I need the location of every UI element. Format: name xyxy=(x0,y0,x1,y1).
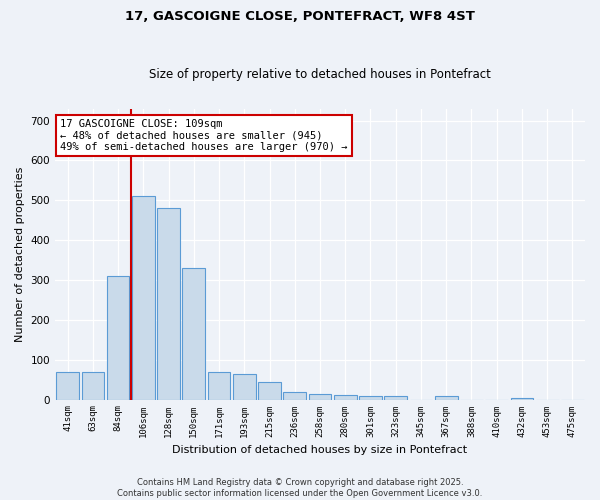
Bar xyxy=(82,372,104,400)
Bar xyxy=(182,268,205,400)
Y-axis label: Number of detached properties: Number of detached properties xyxy=(15,166,25,342)
Bar xyxy=(56,372,79,400)
Bar xyxy=(283,392,306,400)
Bar xyxy=(334,395,356,400)
Bar xyxy=(107,276,130,400)
Text: Contains HM Land Registry data © Crown copyright and database right 2025.
Contai: Contains HM Land Registry data © Crown c… xyxy=(118,478,482,498)
Bar xyxy=(435,396,458,400)
Bar xyxy=(157,208,180,400)
Text: 17, GASCOIGNE CLOSE, PONTEFRACT, WF8 4ST: 17, GASCOIGNE CLOSE, PONTEFRACT, WF8 4ST xyxy=(125,10,475,23)
Title: Size of property relative to detached houses in Pontefract: Size of property relative to detached ho… xyxy=(149,68,491,81)
Bar xyxy=(511,398,533,400)
Bar xyxy=(308,394,331,400)
Text: 17 GASCOIGNE CLOSE: 109sqm
← 48% of detached houses are smaller (945)
49% of sem: 17 GASCOIGNE CLOSE: 109sqm ← 48% of deta… xyxy=(61,118,348,152)
Bar xyxy=(258,382,281,400)
Bar xyxy=(359,396,382,400)
Bar xyxy=(385,396,407,400)
Bar xyxy=(132,196,155,400)
X-axis label: Distribution of detached houses by size in Pontefract: Distribution of detached houses by size … xyxy=(172,445,467,455)
Bar xyxy=(233,374,256,400)
Bar xyxy=(208,372,230,400)
